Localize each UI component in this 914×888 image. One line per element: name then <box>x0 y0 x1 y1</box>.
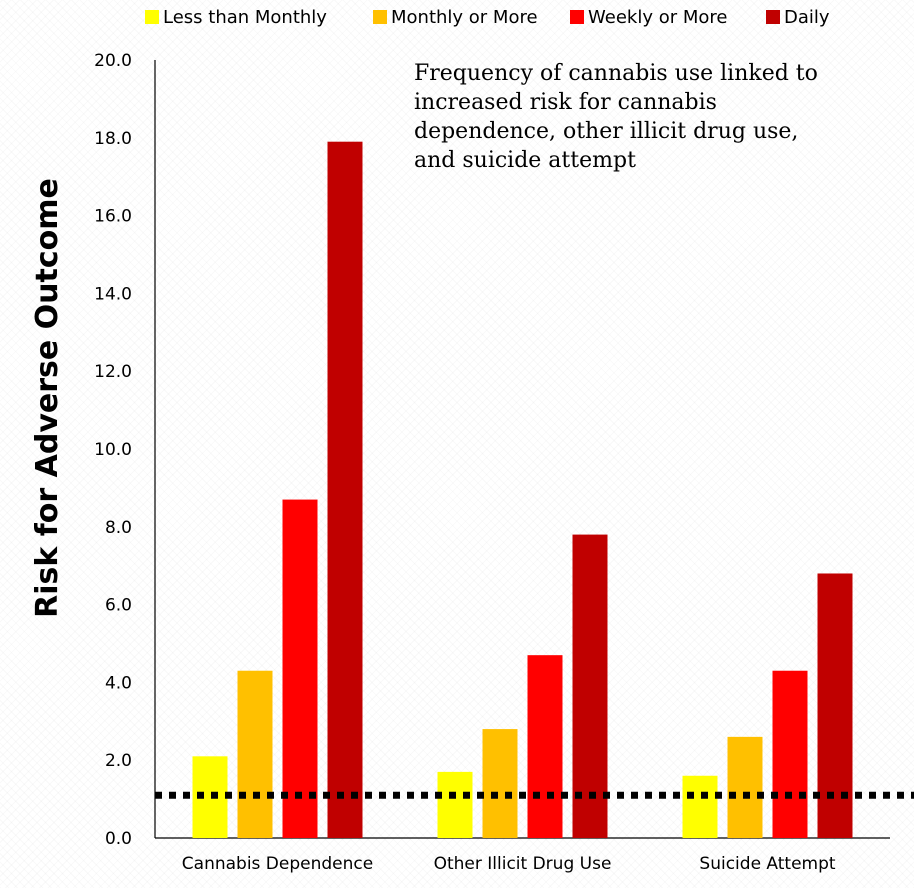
legend-swatch <box>570 10 584 24</box>
y-axis-title: Risk for Adverse Outcome <box>30 178 65 618</box>
y-tick-label: 6.0 <box>105 596 132 616</box>
y-tick-label: 12.0 <box>94 362 132 382</box>
bar <box>772 670 808 838</box>
x-tick-label: Other Illicit Drug Use <box>434 854 612 874</box>
legend-swatch <box>766 10 780 24</box>
legend-swatch <box>373 10 387 24</box>
legend-item: Monthly or More <box>373 7 538 28</box>
annotation-line: Frequency of cannabis use linked to <box>414 61 818 86</box>
legend-label: Weekly or More <box>588 7 727 28</box>
legend-label: Less than Monthly <box>163 7 327 28</box>
y-tick-label: 8.0 <box>105 518 132 538</box>
bar <box>727 736 763 838</box>
x-tick-label: Cannabis Dependence <box>182 854 373 874</box>
bars <box>155 141 914 838</box>
annotation-text: Frequency of cannabis use linked to incre… <box>414 61 818 173</box>
y-tick-label: 4.0 <box>105 673 132 693</box>
y-tick-label: 20.0 <box>94 51 132 71</box>
bar <box>682 775 718 838</box>
x-tick-label: Suicide Attempt <box>699 854 835 874</box>
legend-item: Weekly or More <box>570 7 727 28</box>
legend-label: Monthly or More <box>391 7 538 28</box>
bar <box>282 499 318 838</box>
y-tick-label: 18.0 <box>94 129 132 149</box>
y-tick-label: 0.0 <box>105 829 132 849</box>
legend-label: Daily <box>784 7 830 28</box>
legend-item: Daily <box>766 7 830 28</box>
bar <box>437 771 473 838</box>
y-tick-label: 10.0 <box>94 440 132 460</box>
bar <box>527 655 563 838</box>
annotation-line: increased risk for cannabis <box>414 90 717 115</box>
bar <box>572 534 608 838</box>
bar <box>327 141 363 838</box>
y-tick-label: 16.0 <box>94 207 132 227</box>
x-axis: Cannabis Dependence Other Illicit Drug Us… <box>155 837 890 874</box>
legend: Less than Monthly Monthly or More Weekly o… <box>145 7 830 28</box>
bar <box>482 729 518 838</box>
annotation-line: and suicide attempt <box>414 148 636 173</box>
annotation-line: dependence, other illicit drug use, <box>414 119 798 144</box>
y-tick-label: 14.0 <box>94 284 132 304</box>
legend-swatch <box>145 10 159 24</box>
bar <box>237 670 273 838</box>
y-axis: 0.0 2.0 4.0 6.0 8.0 10.0 12.0 14.0 16.0 18.0 20.0 <box>94 51 156 849</box>
y-tick-label: 2.0 <box>105 751 132 771</box>
legend-item: Less than Monthly <box>145 7 327 28</box>
